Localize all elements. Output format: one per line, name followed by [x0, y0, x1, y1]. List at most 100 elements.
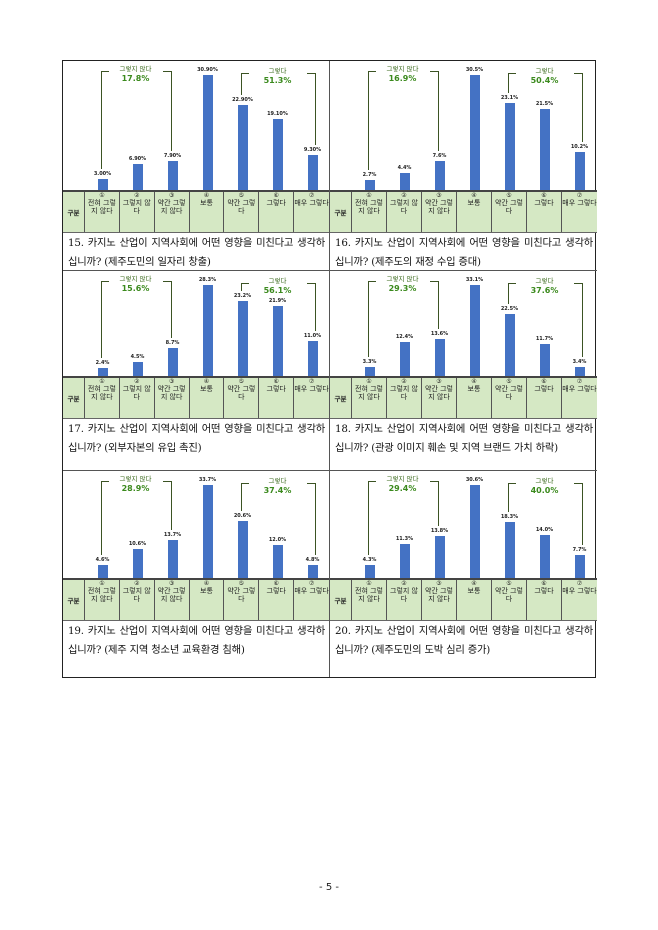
bar-value-label: 3.4%: [572, 358, 587, 365]
category-number: ①: [366, 580, 372, 587]
category-label-1: ① 전혀 그렇지 않다: [85, 378, 120, 418]
bar-6: [539, 535, 550, 578]
negative-bracket-left: [100, 281, 102, 359]
page-number: - 5 -: [319, 882, 339, 893]
bar-7: [574, 366, 585, 376]
category-row: 구분 ① 전혀 그렇지 않다 ② 그렇지 않다 ③ 약간 그렇지 않다 ④ 보통 ⑤ 약간 그렇다 ⑥…: [63, 376, 329, 418]
category-number: ①: [99, 580, 105, 587]
negative-bracket-left: [100, 71, 102, 169]
negative-label: 그렇지 않다: [119, 275, 152, 283]
negative-bracket-right: [437, 481, 439, 527]
category-text: 매우 그렇다: [562, 587, 597, 595]
bar-6: [539, 108, 550, 190]
category-text: 전혀 그렇지 않다: [355, 385, 383, 401]
category-text: 그렇지 않다: [122, 199, 151, 215]
category-text: 약간 그렇다: [227, 587, 256, 603]
bar-value-label: 12.0%: [268, 536, 287, 543]
bar-value-label: 30.5%: [465, 67, 484, 73]
bar-1: [364, 366, 375, 376]
category-number: ⑤: [506, 580, 512, 587]
category-number: ②: [134, 378, 140, 385]
positive-total: 40.0%: [530, 486, 559, 495]
bar-chart-q15: 3.00% 6.90% 7.90% 30.90% 22.90% 19.10% 9.30% 그렇…: [63, 61, 329, 233]
category-label-5: ⑤ 약간 그렇다: [224, 580, 260, 620]
bracket-gap: [108, 279, 163, 284]
negative-label: 그렇지 않다: [386, 475, 419, 483]
category-number: ⑤: [506, 378, 512, 385]
bracket-gap: [375, 479, 430, 484]
bar-value-label: 2.7%: [362, 171, 377, 178]
bar-1: [364, 179, 375, 190]
bar-value-label: 13.6%: [430, 330, 449, 337]
bar-7: [307, 564, 318, 578]
positive-bracket-left: [240, 283, 242, 292]
category-label-2: ② 그렇지 않다: [387, 580, 422, 620]
category-text: 그렇지 않다: [390, 385, 418, 401]
category-label-7: ⑦ 매우 그렇다: [294, 580, 329, 620]
positive-bracket-right: [314, 283, 316, 331]
category-header: 구분: [330, 192, 352, 232]
category-label-2: ② 그렇지 않다: [387, 192, 422, 232]
category-label-4: ④ 보통: [190, 580, 225, 620]
bar-value-label: 21.5%: [535, 100, 554, 107]
category-text: 그렇다: [266, 587, 286, 595]
category-number: ④: [203, 580, 210, 587]
negative-bracket-left: [100, 481, 102, 556]
category-number: ⑦: [576, 192, 583, 199]
bar-4: [469, 75, 480, 190]
category-label-3: ③ 약간 그렇지 않다: [155, 580, 190, 620]
chart-caption-q20: 20. 카지노 산업이 지역사회에 어떤 영향을 미친다고 생각하십니까? (제…: [335, 625, 593, 656]
category-label-6: ⑥ 그렇다: [527, 378, 562, 418]
category-header: 구분: [63, 580, 85, 620]
category-number: ⑤: [238, 378, 245, 385]
bar-1: [97, 368, 108, 376]
chart-cell-q19: 4.6% 10.6% 13.7% 33.7% 20.6% 12.0% 4.8% 그렇지 않다 2…: [63, 471, 330, 677]
positive-label: 그렇다: [268, 277, 287, 285]
bar-3: [167, 540, 178, 578]
category-label-2: ② 그렇지 않다: [120, 192, 155, 232]
category-text: 그렇지 않다: [390, 199, 418, 215]
chart-caption-q18: 18. 카지노 산업이 지역사회에 어떤 영향을 미친다고 생각하십니까? (관…: [330, 419, 597, 471]
positive-label: 그렇다: [268, 477, 287, 485]
bar-value-label: 30.6%: [465, 477, 484, 483]
category-label-7: ⑦ 매우 그렇다: [562, 580, 597, 620]
bar-value-label: 21.9%: [268, 297, 287, 304]
bar-value-label: 9.30%: [303, 147, 322, 154]
category-number: ①: [366, 192, 372, 199]
bar-value-label: 22.5%: [500, 306, 519, 313]
bar-value-label: 30.90%: [197, 67, 218, 73]
bar-3: [434, 536, 445, 578]
bar-chart-q18: 3.3% 12.4% 13.6% 33.1% 22.5% 11.7% 3.4% 그렇지 않다 2…: [330, 271, 597, 419]
bar-value-label: 4.6%: [95, 557, 110, 564]
negative-total: 17.8%: [121, 74, 150, 83]
category-label-3: ③ 약간 그렇지 않다: [422, 378, 457, 418]
bar-value-label: 28.3%: [198, 277, 217, 283]
bar-4: [202, 485, 213, 578]
category-number: ⑤: [506, 192, 512, 199]
bar-4: [469, 485, 480, 578]
category-label-2: ② 그렇지 않다: [120, 580, 155, 620]
bar-value-label: 11.3%: [395, 535, 414, 542]
chart-caption-q19: 19. 카지노 산업이 지역사회에 어떤 영향을 미친다고 생각하십니까? (제…: [68, 625, 325, 656]
bar-value-label: 4.5%: [130, 353, 145, 360]
category-number: ①: [99, 192, 105, 199]
bar-3: [434, 161, 445, 190]
category-number: ②: [134, 192, 140, 199]
positive-bracket-right: [581, 483, 583, 545]
category-text: 약간 그렇지 않다: [157, 587, 186, 603]
bar-7: [574, 554, 585, 578]
category-number: ⑦: [308, 192, 315, 199]
bar-3: [167, 160, 178, 190]
category-text: 약간 그렇지 않다: [425, 199, 453, 215]
negative-total: 29.3%: [388, 284, 417, 293]
category-text: 매우 그렇다: [294, 385, 329, 393]
category-number: ④: [471, 580, 477, 587]
negative-bracket-left: [367, 71, 369, 170]
bar-5: [237, 521, 248, 578]
bar-value-label: 20.6%: [233, 513, 252, 520]
bar-chart-q20: 4.3% 11.3% 13.8% 30.6% 18.3% 14.0% 7.7% 그렇지 않다 2…: [330, 471, 597, 621]
category-number: ④: [203, 378, 210, 385]
bracket-gap: [108, 69, 163, 74]
negative-total: 15.6%: [121, 284, 150, 293]
bar-value-label: 3.3%: [362, 358, 377, 365]
